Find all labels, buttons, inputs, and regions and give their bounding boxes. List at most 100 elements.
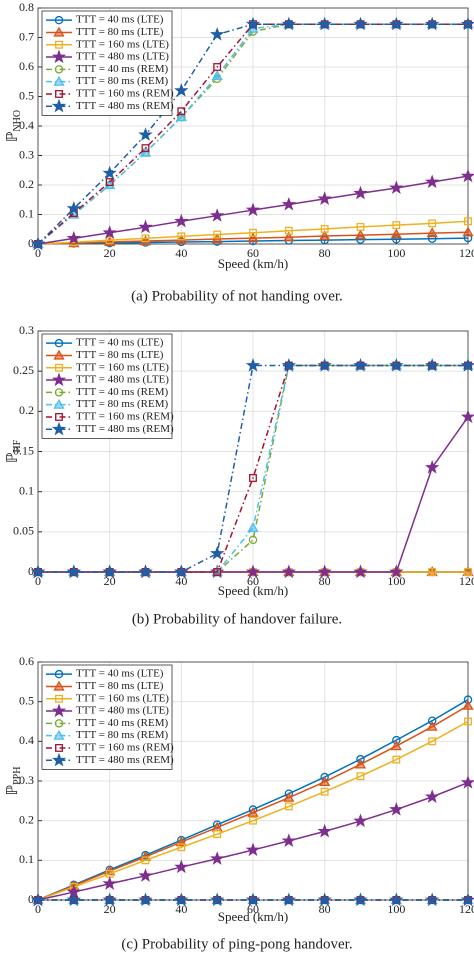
legend-label: TTT = 480 ms (LTE)	[76, 374, 169, 386]
data-marker	[392, 755, 401, 764]
caption: (b) Probability of handover failure.	[132, 611, 342, 627]
data-marker	[141, 856, 150, 865]
legend-box	[41, 664, 173, 770]
y-tick-label: 0	[28, 564, 34, 578]
chart: 0 0.1 0.2 0.3 0.4 0.5 0.6 0 20 40 60 80 100 120 Speed …	[5, 654, 474, 952]
data-marker	[353, 185, 368, 200]
legend-marker	[55, 363, 63, 372]
y-tick-label: 0	[28, 236, 34, 250]
data-marker	[249, 228, 257, 237]
data-marker	[174, 83, 189, 97]
x-tick-label: 0	[35, 246, 41, 260]
data-marker	[102, 225, 117, 239]
data-marker	[138, 127, 153, 141]
data-marker	[247, 521, 259, 532]
legend-label: TTT = 80 ms (REM)	[76, 75, 168, 87]
data-marker	[356, 222, 365, 231]
x-tick-label: 40	[175, 246, 187, 260]
legend: TTT = 40 ms (LTE)TTT = 80 ms (LTE)TTT = …	[41, 10, 174, 116]
data-marker	[105, 236, 114, 245]
x-tick-label: 120	[459, 902, 474, 916]
data-marker	[245, 16, 261, 31]
data-marker	[354, 229, 367, 240]
y-tick-label: 0.15	[13, 443, 34, 457]
data-marker	[213, 568, 222, 576]
x-tick-label: 80	[319, 574, 331, 588]
legend-marker	[54, 338, 64, 348]
series-line	[37, 720, 469, 901]
data-marker	[105, 178, 114, 186]
legend-label: TTT = 40 ms (LTE)	[76, 14, 164, 26]
legend-marker	[53, 349, 65, 360]
data-marker	[460, 775, 474, 789]
x-tick-label: 40	[175, 574, 187, 588]
legend-label: TTT = 480 ms (LTE)	[76, 51, 169, 63]
x-tick-label: 40	[175, 902, 187, 916]
data-marker	[245, 842, 261, 857]
y-tick-label: 0.1	[19, 483, 34, 497]
x-tick-label: 80	[319, 246, 331, 260]
caption: (a) Probability of not handing over.	[131, 288, 343, 304]
x-axis-label: Speed (km/h)	[218, 583, 288, 598]
y-tick-label: 0.6	[19, 59, 34, 73]
data-marker	[389, 358, 404, 372]
x-tick-label: 80	[319, 902, 331, 916]
chart: 0 0.1 0.2 0.3 0.4 0.5 0.6 0.7 0.8 0 20 40 60 80 100 120…	[5, 0, 474, 304]
legend-marker	[53, 680, 65, 691]
y-axis-symbol: ℙ	[5, 785, 21, 796]
data-marker	[174, 564, 189, 579]
data-marker	[213, 830, 222, 839]
data-marker	[174, 213, 189, 228]
data-marker	[245, 892, 261, 907]
data-marker	[460, 892, 474, 907]
legend-marker	[51, 98, 67, 113]
y-tick-label: 0.6	[19, 654, 34, 668]
data-marker	[464, 717, 472, 726]
data-marker	[319, 775, 331, 786]
legend-label: TTT = 160 ms (REM)	[76, 741, 174, 753]
y-axis-symbol: ℙ	[5, 453, 21, 464]
data-marker	[319, 230, 331, 241]
data-marker	[464, 217, 472, 226]
data-marker	[425, 358, 440, 372]
data-marker	[284, 226, 293, 235]
data-marker	[139, 235, 152, 246]
data-marker	[317, 358, 332, 372]
data-marker	[462, 699, 474, 710]
y-tick-label: 0.1	[19, 852, 34, 866]
x-tick-label: 120	[459, 574, 474, 588]
legend-box	[41, 333, 173, 439]
y-tick-label: 0.25	[13, 363, 34, 377]
data-marker	[102, 564, 117, 579]
y-tick-label: 0.4	[19, 733, 34, 747]
data-marker	[138, 564, 153, 579]
legend-marker	[54, 15, 64, 25]
y-tick-label: 0	[28, 892, 34, 906]
data-marker	[281, 358, 296, 372]
data-marker	[245, 564, 261, 579]
data-marker	[66, 201, 81, 215]
legend-marker	[55, 412, 63, 421]
legend-label: TTT = 80 ms (REM)	[76, 729, 168, 741]
legend-marker	[54, 65, 64, 74]
data-marker	[247, 232, 259, 243]
x-axis-label: Speed (km/h)	[218, 909, 288, 924]
x-axis-label: Speed (km/h)	[218, 256, 288, 271]
data-marker	[281, 196, 296, 211]
data-marker	[138, 892, 153, 907]
legend-label: TTT = 80 ms (LTE)	[76, 349, 164, 361]
data-marker	[353, 892, 368, 907]
y-axis-subscript: HF	[12, 439, 23, 452]
legend-marker	[51, 421, 67, 436]
data-marker	[460, 409, 474, 424]
data-marker	[213, 230, 222, 239]
axes-box	[37, 7, 469, 245]
legend-label: TTT = 80 ms (LTE)	[76, 680, 164, 692]
legend-label: TTT = 160 ms (REM)	[76, 87, 174, 99]
y-tick-label: 0.5	[19, 693, 34, 707]
y-tick-label: 0.2	[19, 812, 34, 826]
data-marker	[317, 564, 332, 579]
data-marker	[428, 737, 437, 746]
